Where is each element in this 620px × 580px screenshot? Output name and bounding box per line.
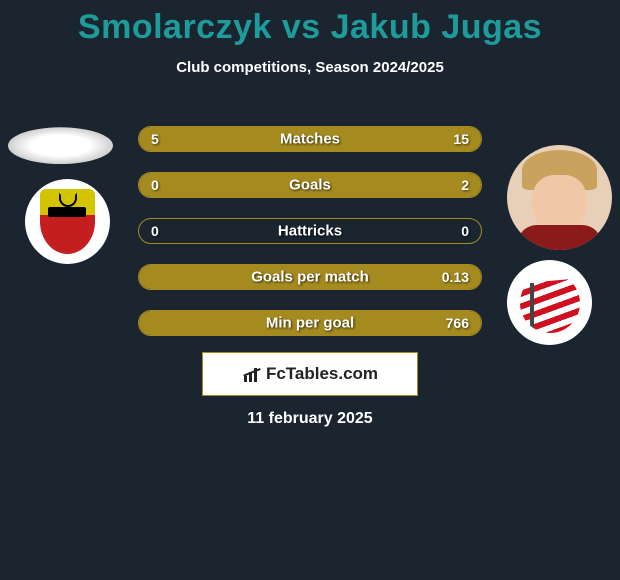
stat-label: Matches [139,131,481,148]
stat-value-right: 0 [461,223,469,239]
stat-value-right: 2 [461,177,469,193]
stat-row: Goals per match0.13 [138,264,482,290]
stat-value-right: 0.13 [442,269,469,285]
stat-row: Min per goal766 [138,310,482,336]
page-title: Smolarczyk vs Jakub Jugas [0,0,620,47]
stat-label: Goals [139,177,481,194]
brand-text: FcTables.com [266,364,378,384]
date-label: 11 february 2025 [0,410,620,428]
stat-value-right: 766 [446,315,469,331]
player-right-avatar [507,145,612,250]
player-right-club-badge [507,260,592,345]
avatar-shirt [517,225,602,250]
player-left-avatar [8,127,113,164]
stat-label: Goals per match [139,269,481,286]
stat-label: Min per goal [139,315,481,332]
subtitle: Club competitions, Season 2024/2025 [0,59,620,76]
club-shield-icon [40,189,95,254]
stats-list: 5Matches150Goals20Hattricks0Goals per ma… [138,126,482,356]
player-left-club-badge [25,179,110,264]
stat-value-right: 15 [453,131,469,147]
stat-label: Hattricks [139,223,481,240]
brand-badge: FcTables.com [202,352,418,396]
chart-icon [242,366,262,382]
stat-row: 0Goals2 [138,172,482,198]
club-flag-icon [520,273,580,333]
stat-row: 5Matches15 [138,126,482,152]
stat-row: 0Hattricks0 [138,218,482,244]
